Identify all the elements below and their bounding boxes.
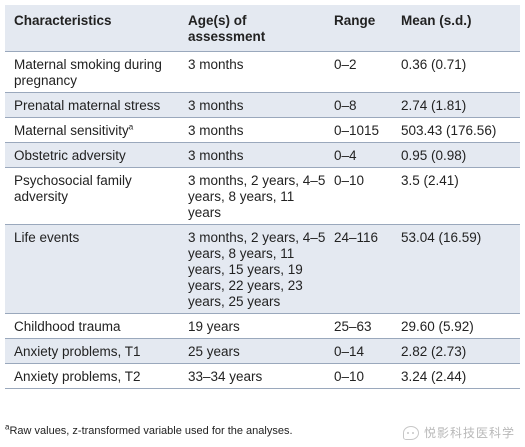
cell-range: 0–4 (331, 142, 398, 168)
cell-range: 0–10 (331, 363, 398, 389)
characteristics-table-container: Characteristics Age(s) of assessment Ran… (5, 5, 520, 389)
table-row: Life events 3 months, 2 years, 4–5 years… (5, 224, 520, 314)
cell-mean: 0.95 (0.98) (398, 142, 520, 168)
cell-characteristic: Prenatal maternal stress (5, 92, 183, 118)
cell-mean: 3.24 (2.44) (398, 363, 520, 389)
watermark: 悦影科技医科学 (402, 424, 515, 441)
cell-age: 3 months (183, 51, 331, 93)
cell-age: 3 months, 2 years, 4–5 years, 8 years, 1… (183, 167, 331, 225)
cell-age: 3 months (183, 117, 331, 143)
cell-mean: 3.5 (2.41) (398, 167, 520, 225)
cell-characteristic: Life events (5, 224, 183, 314)
watermark-text: 悦影科技医科学 (423, 426, 515, 440)
footnote-marker: a (5, 422, 10, 432)
table-row: Anxiety problems, T2 33–34 years 0–10 3.… (5, 363, 520, 389)
cell-range: 0–8 (331, 92, 398, 118)
cell-age: 19 years (183, 313, 331, 339)
characteristics-table: Characteristics Age(s) of assessment Ran… (5, 5, 520, 389)
cell-age: 3 months, 2 years, 4–5 years, 8 years, 1… (183, 224, 331, 314)
table-row: Maternal smoking during pregnancy 3 mont… (5, 51, 520, 93)
cell-mean: 503.43 (176.56) (398, 117, 520, 143)
cell-age: 33–34 years (183, 363, 331, 389)
table-row: Prenatal maternal stress 3 months 0–8 2.… (5, 92, 520, 118)
cell-mean: 2.82 (2.73) (398, 338, 520, 364)
cell-range: 24–116 (331, 224, 398, 314)
cell-age: 3 months (183, 92, 331, 118)
cell-mean: 29.60 (5.92) (398, 313, 520, 339)
cell-age: 25 years (183, 338, 331, 364)
table-footnote: aRaw values, z-transformed variable used… (5, 422, 293, 438)
cell-characteristic: Maternal sensitivitya (5, 117, 183, 143)
header-range: Range (331, 5, 398, 52)
cell-mean: 53.04 (16.59) (398, 224, 520, 314)
table-row: Childhood trauma 19 years 25–63 29.60 (5… (5, 313, 520, 339)
cell-range: 0–2 (331, 51, 398, 93)
cell-range: 25–63 (331, 313, 398, 339)
table-header-row: Characteristics Age(s) of assessment Ran… (5, 5, 520, 52)
wechat-icon (402, 425, 419, 440)
header-age: Age(s) of assessment (183, 5, 331, 52)
cell-range: 0–10 (331, 167, 398, 225)
cell-age: 3 months (183, 142, 331, 168)
cell-characteristic: Maternal smoking during pregnancy (5, 51, 183, 93)
cell-characteristic: Anxiety problems, T1 (5, 338, 183, 364)
cell-mean: 2.74 (1.81) (398, 92, 520, 118)
cell-mean: 0.36 (0.71) (398, 51, 520, 93)
cell-characteristic: Psychosocial family adversity (5, 167, 183, 225)
table-row: Psychosocial family adversity 3 months, … (5, 167, 520, 225)
footnote-text: Raw values, z-transformed variable used … (9, 425, 293, 437)
cell-characteristic: Obstetric adversity (5, 142, 183, 168)
header-mean: Mean (s.d.) (398, 5, 520, 52)
cell-range: 0–14 (331, 338, 398, 364)
table-row: Anxiety problems, T1 25 years 0–14 2.82 … (5, 338, 520, 364)
cell-range: 0–1015 (331, 117, 398, 143)
table-row: Maternal sensitivitya 3 months 0–1015 50… (5, 117, 520, 143)
cell-characteristic: Anxiety problems, T2 (5, 363, 183, 389)
cell-characteristic: Childhood trauma (5, 313, 183, 339)
header-characteristics: Characteristics (5, 5, 183, 52)
table-row: Obstetric adversity 3 months 0–4 0.95 (0… (5, 142, 520, 168)
footnote-marker: a (128, 122, 134, 132)
